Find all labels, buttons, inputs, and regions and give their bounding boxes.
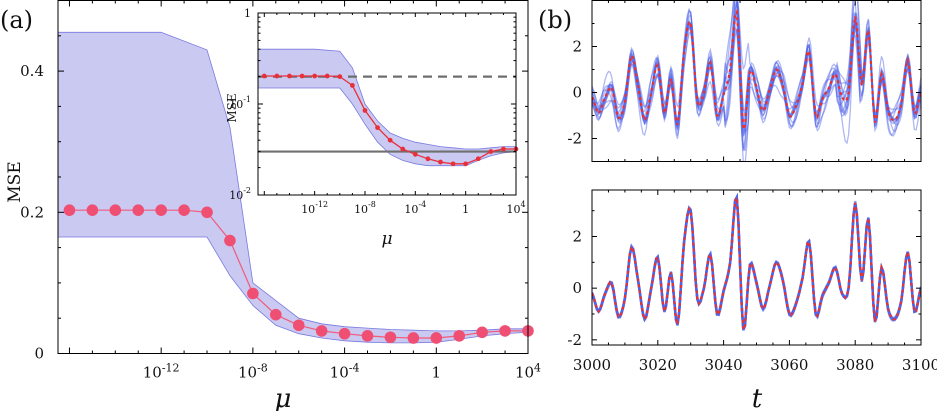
inset-mean-point — [274, 73, 280, 79]
inset-chart: 10-12 10-8 10-4 1 104 1 10-1 10-2 μ MSE — [225, 7, 526, 249]
ensemble-trajectory — [592, 1, 921, 136]
main-mean-point — [270, 308, 282, 321]
inset-x-label: μ — [381, 229, 392, 249]
inset-y-tick-label: 10-2 — [229, 186, 251, 202]
b-y-tick-label: 0 — [572, 84, 582, 102]
main-mean-point — [361, 330, 374, 342]
inset-x-tick-label: 10-12 — [301, 200, 328, 216]
main-x-tick-label: 104 — [515, 362, 541, 382]
inset-mean-point — [488, 149, 494, 154]
b-bottom-lines — [592, 192, 921, 331]
b-top-axes: -2 0 2 — [567, 0, 922, 162]
main-mean-point — [384, 331, 397, 344]
main-x-tick-label: 1 — [432, 364, 442, 382]
main-mean-point — [430, 332, 443, 344]
inset-axes: 10-12 10-8 10-4 1 104 1 10-1 10-2 — [229, 7, 525, 216]
inset-mean-point — [400, 146, 406, 152]
b-x-tick-label: 3020 — [639, 356, 677, 374]
inset-mean-point — [287, 73, 292, 79]
main-x-tick-label: 10-8 — [238, 362, 268, 382]
inset-mean-point — [312, 73, 318, 79]
b-y-tick-label: 0 — [572, 279, 582, 297]
inset-y-tick-label: 1 — [244, 7, 251, 20]
inset-mean-point — [349, 83, 355, 88]
ensemble-trajectory — [592, 11, 921, 162]
b-bottom-axes: 3000 3020 3040 3060 3080 3100 -2 0 2 — [567, 190, 937, 374]
b-y-tick-label: 2 — [572, 38, 582, 56]
b-y-tick-label: -2 — [567, 130, 582, 148]
inset-mean-point — [387, 137, 393, 143]
main-mean-point — [315, 325, 328, 337]
ensemble-trajectory — [592, 1, 921, 128]
main-series-layer — [63, 204, 534, 344]
main-y-tick-label: 0.2 — [20, 203, 44, 221]
main-mean-point — [338, 327, 351, 340]
main-mean-point — [201, 206, 213, 219]
main-mean-point — [178, 204, 190, 216]
main-mean-point — [407, 332, 420, 344]
main-x-tick-label: 10-4 — [330, 362, 360, 382]
inset-x-tick-label: 10-4 — [404, 200, 426, 216]
b-x-tick-label: 3060 — [770, 356, 808, 374]
inset-x-tick-label: 104 — [506, 200, 525, 216]
b-y-tick-label: 2 — [572, 228, 582, 246]
inset-mean-point — [438, 159, 443, 165]
inset-x-tick-label: 1 — [462, 203, 469, 216]
main-y-tick-label: 0.4 — [20, 62, 44, 80]
main-mean-point — [292, 319, 305, 332]
main-mean-point — [132, 204, 145, 216]
panel-label-b: (b) — [538, 6, 572, 34]
inset-mean-point — [412, 151, 418, 157]
inset-series-layer — [258, 73, 519, 167]
inset-mean-point — [450, 161, 456, 167]
b-x-tick-label: 3080 — [836, 356, 874, 374]
inset-mean-point — [261, 73, 267, 79]
main-mean-point — [155, 204, 167, 216]
main-mean-point — [476, 326, 488, 339]
b-x-tick-label: 3100 — [902, 356, 937, 374]
main-axes: 10-12 10-8 10-4 1 104 0 0.2 0.4 — [20, 0, 541, 382]
main-mean-point — [499, 325, 511, 337]
inset-mean-point — [375, 125, 380, 131]
panel-label-a: (a) — [0, 6, 33, 34]
main-x-tick-label: 10-12 — [143, 362, 180, 382]
b-top-lines — [592, 1, 921, 162]
inset-mean-point — [463, 161, 469, 167]
inset-x-tick-label: 10-8 — [354, 200, 376, 216]
inset-mean-point — [324, 73, 330, 79]
inset-y-tick-label: 10-1 — [229, 95, 251, 111]
inset-mean-point — [501, 146, 506, 152]
ensemble-trajectory — [592, 1, 921, 137]
b-top-timeseries: -2 0 2 — [567, 0, 922, 162]
main-y-tick-label: 0 — [34, 345, 44, 363]
b-x-tick-label: 3000 — [573, 356, 611, 374]
inset-mean-point — [362, 108, 368, 113]
main-mean-point — [247, 287, 259, 300]
inset-mean-point — [475, 156, 481, 162]
main-y-label: MSE — [5, 161, 25, 202]
main-mean-point — [224, 234, 236, 247]
inset-mean-point — [337, 74, 343, 80]
main-mean-point — [453, 330, 466, 342]
main-mean-point — [109, 204, 122, 216]
main-mean-point — [63, 204, 76, 216]
main-x-label: μ — [275, 384, 292, 411]
inset-mean-point — [299, 73, 305, 79]
inset-y-label: MSE — [225, 93, 239, 122]
b-x-tick-label: 3040 — [705, 356, 743, 374]
b-bottom-timeseries: 3000 3020 3040 3060 3080 3100 -2 0 2 t — [567, 189, 937, 411]
b-y-tick-label: -2 — [567, 331, 582, 349]
main-mean-point — [86, 204, 99, 216]
inset-background — [258, 13, 516, 195]
main-mse-chart: 10-12 10-8 10-4 1 104 0 0.2 0.4 μ MSE — [5, 0, 541, 411]
inset-mean-point — [425, 156, 431, 162]
reference-trajectory — [592, 193, 921, 330]
b-x-label: t — [752, 384, 763, 411]
